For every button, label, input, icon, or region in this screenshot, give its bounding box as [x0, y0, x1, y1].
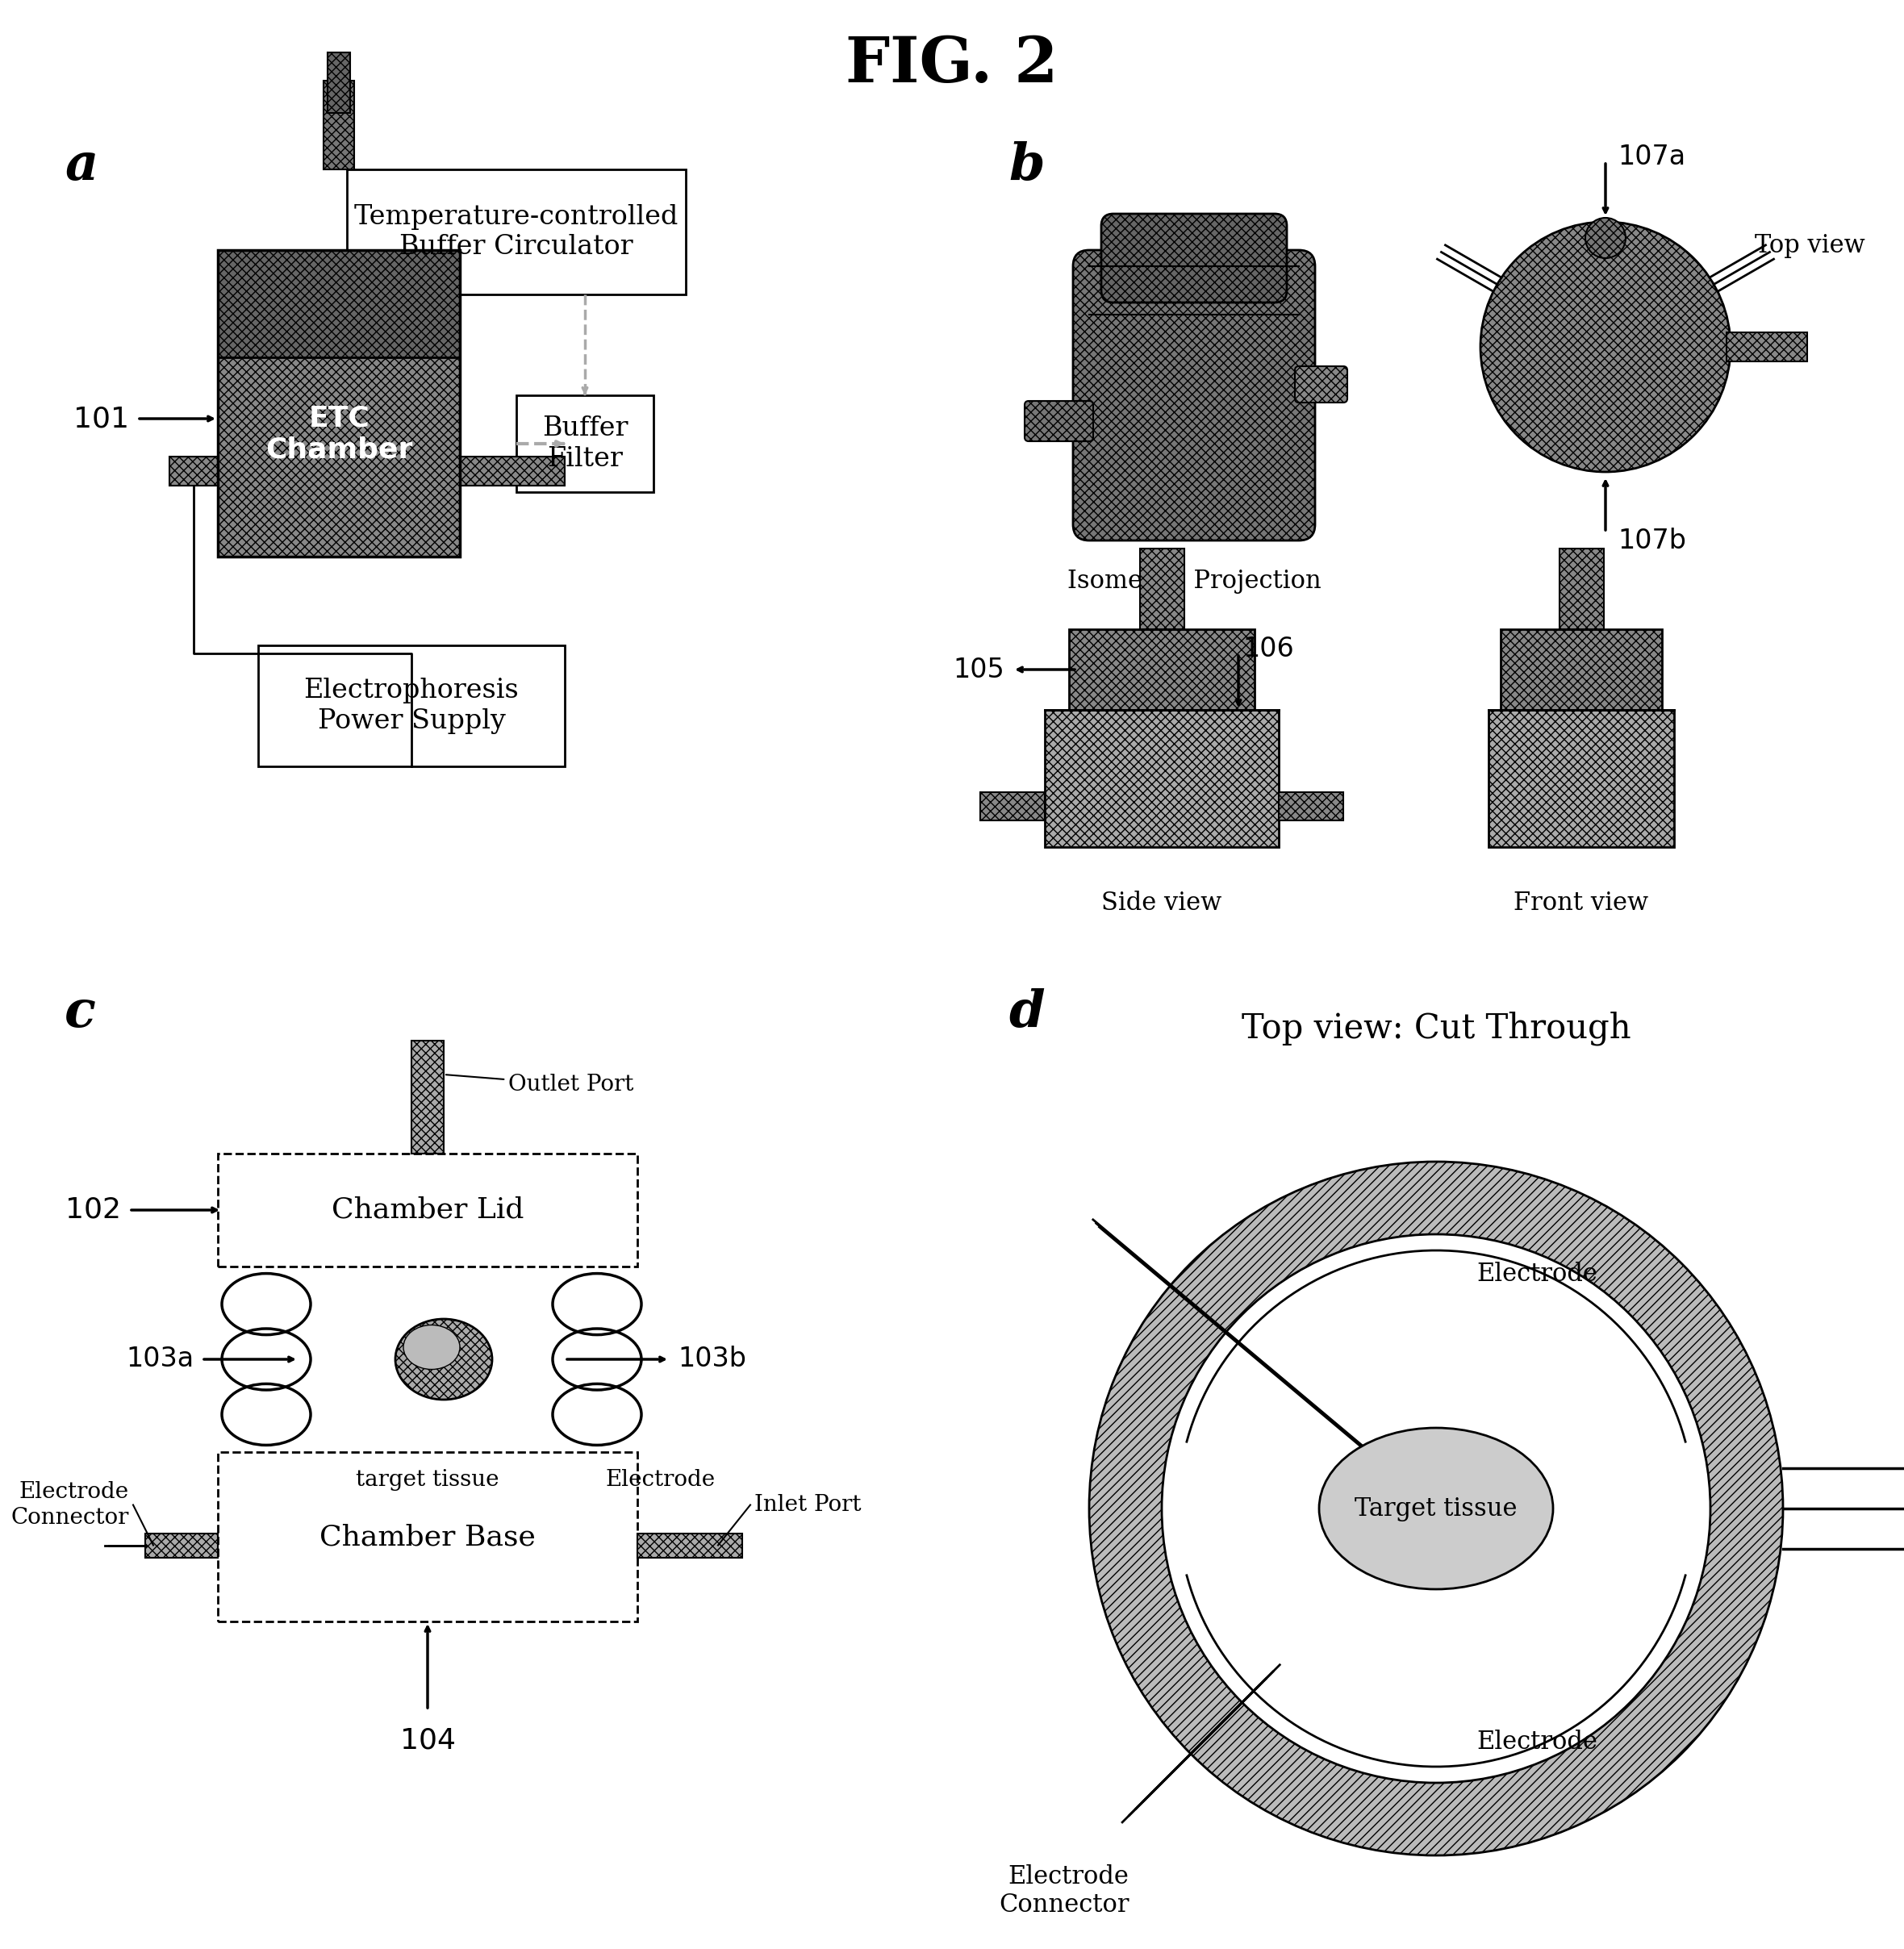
Text: Inlet Port: Inlet Port	[754, 1495, 861, 1516]
Text: Top view: Top view	[1755, 234, 1866, 259]
Bar	[217, 357, 461, 557]
Text: 105: 105	[954, 657, 1005, 682]
Bar	[217, 249, 461, 557]
Bar	[1068, 630, 1255, 709]
Circle shape	[1586, 218, 1626, 257]
Text: b: b	[1009, 140, 1045, 191]
Circle shape	[1481, 222, 1731, 472]
Text: 102: 102	[65, 1197, 122, 1224]
Text: 107b: 107b	[1618, 526, 1687, 554]
Text: Electrode: Electrode	[605, 1470, 714, 1491]
FancyBboxPatch shape	[1101, 214, 1287, 302]
Text: a: a	[65, 140, 97, 191]
FancyBboxPatch shape	[1295, 366, 1348, 403]
Bar	[638, 1534, 743, 1557]
Bar	[217, 1154, 638, 1267]
Text: Electrode: Electrode	[1476, 1263, 1597, 1286]
Bar	[1140, 548, 1184, 630]
Text: Buffer
Filter: Buffer Filter	[543, 415, 628, 472]
Ellipse shape	[404, 1325, 461, 1370]
FancyBboxPatch shape	[1024, 401, 1093, 440]
Text: Temperature-controlled
Buffer Circulator: Temperature-controlled Buffer Circulator	[354, 205, 678, 259]
Bar	[981, 791, 1045, 821]
Text: Isometric Projection: Isometric Projection	[1066, 569, 1321, 592]
FancyBboxPatch shape	[1074, 249, 1316, 540]
Circle shape	[1089, 1162, 1782, 1855]
Text: Front view: Front view	[1514, 891, 1649, 916]
Bar	[1045, 709, 1279, 848]
Text: Electrode: Electrode	[1476, 1731, 1597, 1754]
Text: c: c	[65, 988, 95, 1037]
Text: 104: 104	[400, 1727, 455, 1754]
Bar	[411, 1041, 444, 1154]
Bar	[516, 396, 653, 491]
Bar	[1279, 791, 1344, 821]
Text: Chamber Lid: Chamber Lid	[331, 1197, 524, 1224]
Bar	[217, 1452, 638, 1622]
Text: 103a: 103a	[126, 1347, 194, 1372]
Text: 107a: 107a	[1618, 144, 1685, 172]
Bar	[1500, 630, 1662, 709]
Bar	[1727, 333, 1807, 361]
Bar	[347, 170, 685, 294]
Text: Side view: Side view	[1102, 891, 1222, 916]
Text: Top view: Cut Through: Top view: Cut Through	[1241, 1012, 1630, 1047]
Bar	[327, 53, 350, 113]
Text: 106: 106	[1243, 635, 1295, 663]
Bar	[217, 249, 461, 357]
Text: ETC
Chamber: ETC Chamber	[265, 403, 413, 464]
Text: Chamber Base: Chamber Base	[320, 1522, 535, 1551]
Text: d: d	[1009, 988, 1045, 1037]
Ellipse shape	[396, 1319, 491, 1399]
Bar	[259, 645, 565, 766]
Text: Electrode
Connector: Electrode Connector	[11, 1481, 129, 1528]
Text: target tissue: target tissue	[356, 1470, 499, 1491]
Text: Electrode
Connector: Electrode Connector	[1000, 1863, 1129, 1918]
Text: FIG. 2: FIG. 2	[845, 33, 1059, 96]
Bar	[145, 1534, 217, 1557]
Bar	[169, 456, 217, 485]
Text: 101: 101	[74, 405, 129, 433]
Text: Outlet Port: Outlet Port	[446, 1074, 634, 1095]
Circle shape	[1161, 1234, 1710, 1783]
Bar	[461, 456, 565, 485]
Text: Target tissue: Target tissue	[1356, 1497, 1517, 1520]
Bar	[1559, 548, 1603, 630]
Text: Electrophoresis
Power Supply: Electrophoresis Power Supply	[305, 678, 520, 733]
Text: 103b: 103b	[678, 1347, 746, 1372]
Bar	[324, 80, 354, 170]
Bar	[1489, 709, 1674, 848]
Ellipse shape	[1319, 1429, 1554, 1588]
